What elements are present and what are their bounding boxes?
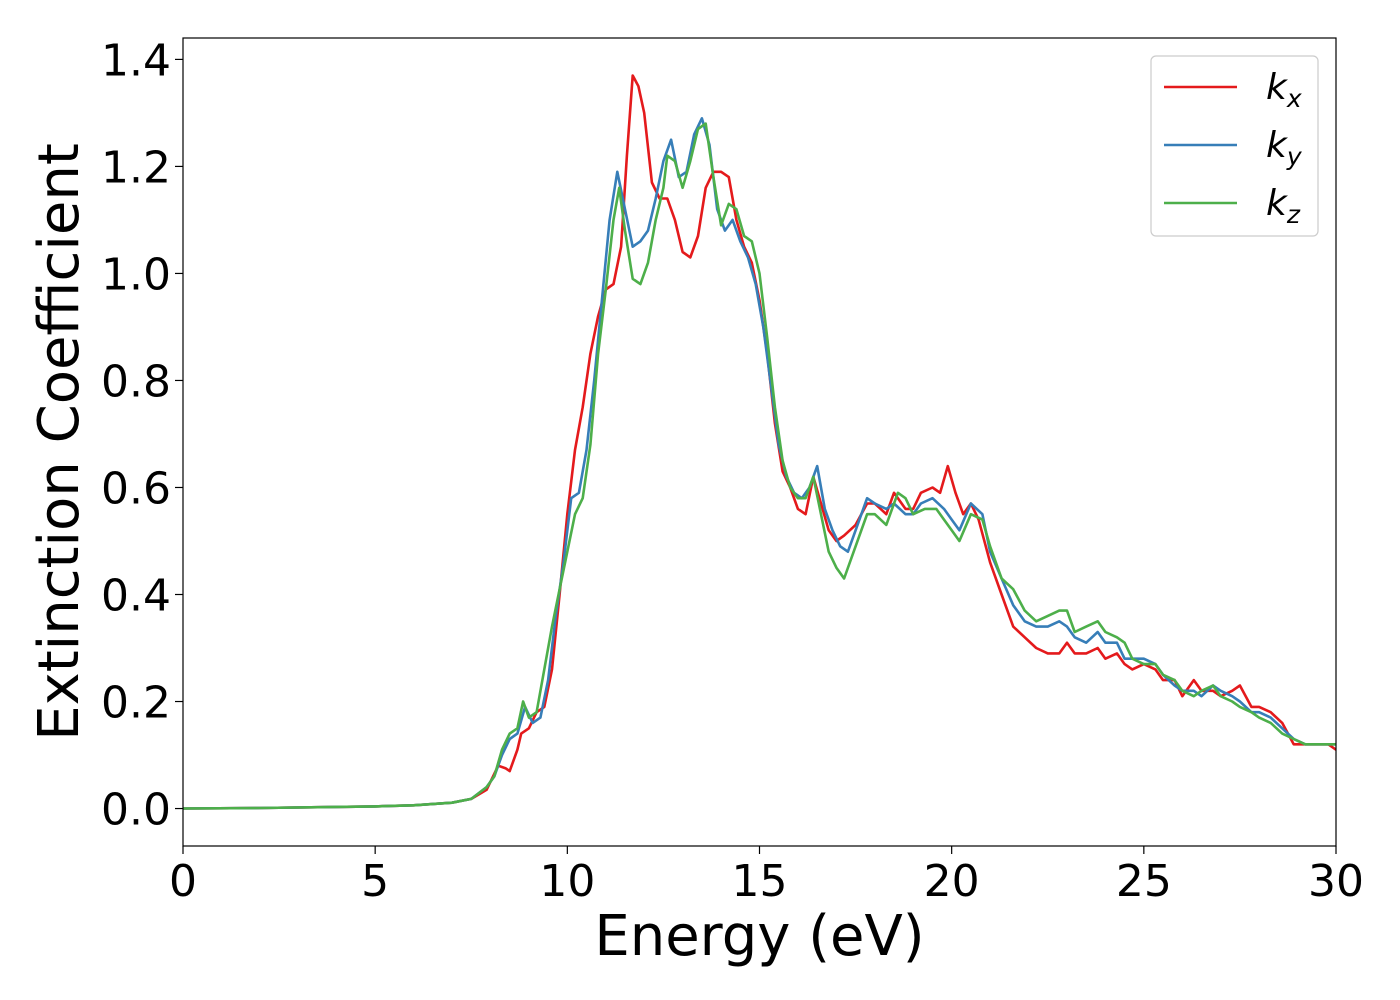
series-line-k_z	[183, 122, 1336, 810]
y-tick-label: 0.0	[101, 785, 171, 836]
y-tick-label: 1.0	[101, 249, 171, 300]
y-axis-title: Extinction Coefficient	[27, 143, 92, 741]
x-axis-ticks: 0 5 10 15 20 25 30	[169, 846, 1364, 907]
y-tick-label: 0.2	[101, 678, 171, 729]
x-tick-label: 5	[361, 856, 389, 907]
y-tick-label: 0.4	[101, 571, 171, 622]
legend-label-k_x: kx	[1266, 67, 1302, 113]
x-tick-label: 15	[732, 856, 788, 907]
legend-label-k_z: kz	[1266, 183, 1301, 229]
y-tick-label: 1.4	[101, 35, 171, 86]
x-tick-label: 25	[1116, 856, 1172, 907]
x-tick-label: 0	[169, 856, 197, 907]
legend-label-subscript: x	[1286, 84, 1302, 113]
y-axis-ticks: 0.0 0.2 0.4 0.6 0.8 1.0 1.2 1.4	[101, 35, 183, 836]
legend-label-subscript: y	[1286, 142, 1303, 171]
legend-label-base: k	[1266, 67, 1289, 108]
y-tick-label: 0.6	[101, 463, 171, 514]
x-tick-label: 10	[539, 856, 595, 907]
x-axis-title: Energy (eV)	[594, 904, 924, 969]
series-layer	[183, 74, 1336, 810]
legend-label-base: k	[1266, 125, 1289, 166]
x-tick-label: 20	[924, 856, 980, 907]
legend-label-subscript: z	[1286, 200, 1301, 229]
legend-label-base: k	[1266, 183, 1289, 224]
x-tick-label: 30	[1308, 856, 1364, 907]
legend-label-k_y: ky	[1266, 125, 1303, 171]
y-tick-label: 0.8	[101, 356, 171, 407]
y-tick-label: 1.2	[101, 142, 171, 193]
